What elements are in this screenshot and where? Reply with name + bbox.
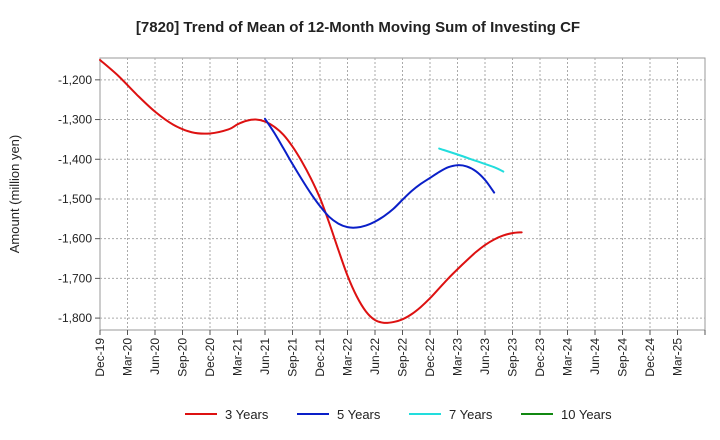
x-tick-label: Mar-24 <box>561 338 575 376</box>
x-tick-label: Jun-20 <box>148 338 162 375</box>
x-tick-label: Sep-23 <box>506 338 520 377</box>
chart-title: [7820] Trend of Mean of 12-Month Moving … <box>136 19 580 36</box>
legend-label-3-years: 3 Years <box>225 407 269 422</box>
y-tick-label: -1,200 <box>58 73 92 87</box>
x-tick-label: Mar-21 <box>231 338 245 376</box>
legend-label-10-years: 10 Years <box>561 407 612 422</box>
series-layer <box>99 58 523 324</box>
x-tick-label: Jun-21 <box>258 338 272 375</box>
y-tick-label: -1,800 <box>58 311 92 325</box>
y-axis-ticks: -1,200 -1,300 -1,400 -1,500 -1,600 -1,700 -1,8… <box>58 73 100 325</box>
y-tick-label: -1,300 <box>58 113 92 127</box>
series-line-3-years <box>99 58 523 324</box>
x-tick-label: Dec-23 <box>533 338 547 377</box>
legend: 3 Years 5 Years 7 Years 10 Years <box>185 407 612 422</box>
x-tick-label: Mar-23 <box>451 338 465 376</box>
x-tick-label: Jun-24 <box>588 338 602 375</box>
series-line-7-years <box>438 147 505 173</box>
x-tick-label: Mar-25 <box>671 338 685 376</box>
y-tick-label: -1,400 <box>58 152 92 166</box>
x-tick-label: Dec-24 <box>643 338 657 377</box>
x-tick-label: Sep-24 <box>616 338 630 377</box>
y-tick-label: -1,700 <box>58 271 92 285</box>
y-tick-label: -1,500 <box>58 192 92 206</box>
x-tick-label: Dec-22 <box>423 338 437 377</box>
x-tick-label: Dec-21 <box>313 338 327 377</box>
y-tick-label: -1,600 <box>58 232 92 246</box>
x-tick-label: Mar-22 <box>341 338 355 376</box>
x-tick-label: Dec-20 <box>203 338 217 377</box>
grid-layer <box>100 58 705 330</box>
y-axis-label: Amount (million yen) <box>7 135 22 254</box>
x-tick-label: Jun-22 <box>368 338 382 375</box>
x-tick-label: Sep-20 <box>176 338 190 377</box>
x-axis-ticks: Dec-19 Mar-20 Jun-20 Sep-20 Dec-20 Mar-21 Jun-… <box>93 330 706 377</box>
x-tick-label: Sep-22 <box>396 338 410 377</box>
x-tick-label: Jun-23 <box>478 338 492 375</box>
x-tick-label: Dec-19 <box>93 338 107 377</box>
x-tick-label: Sep-21 <box>286 338 300 377</box>
series-line-5-years <box>264 117 496 229</box>
legend-label-5-years: 5 Years <box>337 407 381 422</box>
x-tick-label: Mar-20 <box>121 338 135 376</box>
legend-label-7-years: 7 Years <box>449 407 493 422</box>
